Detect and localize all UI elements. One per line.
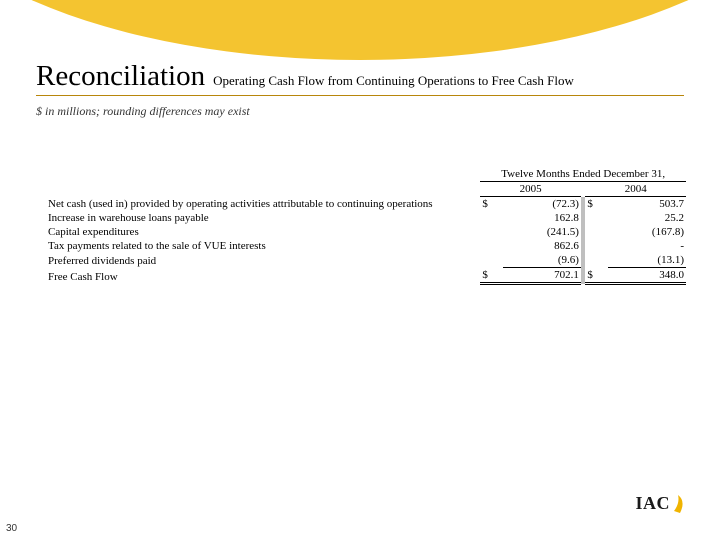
row-label: Tax payments related to the sale of VUE … [46,239,480,253]
cell-value: (241.5) [503,225,581,239]
title-main: Reconciliation [36,60,205,93]
row-label: Capital expenditures [46,225,480,239]
total-value: 348.0 [608,268,686,284]
cell-value: (13.1) [608,253,686,268]
row-label: Net cash (used in) provided by operating… [46,197,480,212]
logo-text: IAC [635,493,670,514]
total-value: 702.1 [503,268,581,284]
cell-value: 862.6 [503,239,581,253]
title-underline [36,95,684,96]
cell-value: (72.3) [503,197,581,212]
page-number: 30 [6,523,17,534]
table-header-super: Twelve Months Ended December 31, [480,167,686,182]
row-label: Increase in warehouse loans payable [46,211,480,225]
cell-value: 503.7 [608,197,686,212]
logo: IAC [635,493,686,514]
logo-swoosh-icon [672,495,686,513]
row-label: Preferred dividends paid [46,253,480,268]
table-year-2: 2004 [585,182,686,197]
subtitle: $ in millions; rounding differences may … [36,104,684,119]
currency-sym: $ [585,268,607,284]
currency-sym: $ [480,197,502,212]
cell-value: - [608,239,686,253]
currency-sym: $ [480,268,502,284]
title-sub: Operating Cash Flow from Continuing Oper… [213,73,574,89]
currency-sym: $ [585,197,607,212]
reconciliation-table: Twelve Months Ended December 31, 2005 20… [46,167,684,285]
total-label: Free Cash Flow [46,268,480,284]
cell-value: (9.6) [503,253,581,268]
table-year-1: 2005 [480,182,581,197]
cell-value: 25.2 [608,211,686,225]
cell-value: (167.8) [608,225,686,239]
cell-value: 162.8 [503,211,581,225]
